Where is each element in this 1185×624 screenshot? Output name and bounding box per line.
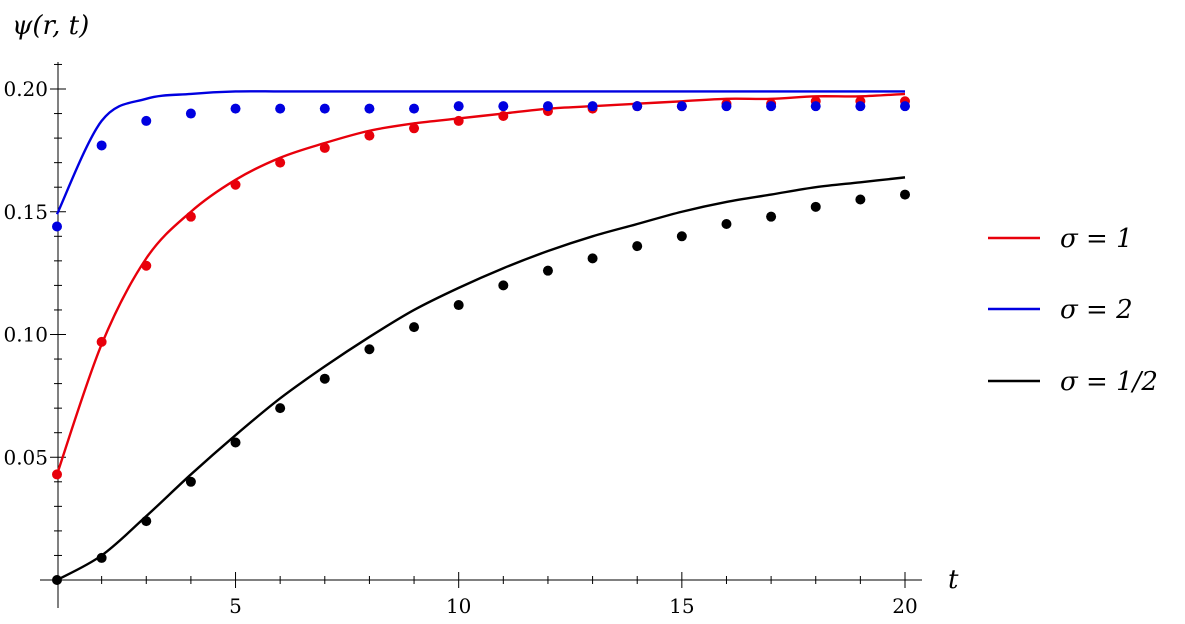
x-tick-label: 20	[892, 594, 917, 618]
x-tick-label: 5	[229, 594, 242, 618]
series-point-1	[141, 260, 152, 271]
series-point-3	[230, 437, 241, 448]
axes: 5 10 15 20 0.05 0.10 0.15 0.20 t ψ(r, t)	[3, 11, 959, 618]
series-point-3	[810, 201, 821, 212]
series-line-2	[55, 90, 905, 215]
series-point-2	[766, 101, 777, 112]
series-point-3	[855, 194, 866, 205]
y-tick-label: 0.15	[3, 200, 48, 224]
y-axis-title: ψ(r, t)	[12, 11, 89, 41]
series-point-2	[409, 103, 420, 114]
series-point-3	[632, 241, 643, 252]
series-point-1	[185, 211, 196, 222]
series-point-2	[230, 103, 241, 114]
series-point-1	[364, 130, 375, 141]
series-point-1	[319, 142, 330, 153]
series-point-3	[587, 253, 598, 264]
series-layer	[52, 90, 910, 585]
y-tick-label: 0.05	[3, 445, 48, 469]
series-point-2	[275, 103, 286, 114]
series-point-3	[900, 189, 910, 200]
series-point-1	[96, 336, 107, 347]
series-point-2	[453, 101, 464, 112]
series-point-2	[542, 101, 553, 112]
series-point-3	[185, 476, 196, 487]
series-point-3	[319, 373, 330, 384]
series-point-2	[900, 101, 910, 112]
series-point-3	[542, 265, 553, 276]
series-point-2	[632, 101, 643, 112]
series-point-3	[676, 231, 687, 242]
series-point-3	[141, 516, 152, 527]
x-tick-label: 10	[446, 594, 471, 618]
series-point-2	[810, 101, 821, 112]
legend: σ = 1 σ = 2 σ = 1/2	[988, 224, 1158, 397]
series-point-3	[721, 219, 732, 230]
series-point-1	[409, 123, 420, 134]
series-point-2	[319, 103, 330, 114]
series-point-3	[52, 575, 62, 585]
series-point-3	[275, 403, 286, 414]
series-point-2	[855, 101, 866, 112]
legend-label-2: σ = 2	[1060, 295, 1133, 325]
series-point-1	[52, 469, 62, 480]
series-point-2	[96, 140, 107, 151]
series-point-3	[766, 211, 777, 222]
series-point-2	[587, 101, 598, 112]
legend-label-1: σ = 1	[1060, 224, 1133, 254]
series-line-1	[55, 92, 906, 475]
y-tick-label: 0.10	[3, 323, 48, 347]
series-point-3	[96, 552, 107, 563]
series-point-1	[498, 111, 509, 122]
series-point-3	[498, 280, 509, 291]
x-axis-title: t	[948, 565, 959, 595]
series-point-3	[409, 322, 420, 333]
series-point-1	[275, 157, 286, 168]
series-point-1	[453, 115, 464, 126]
legend-label-3: σ = 1/2	[1060, 367, 1158, 397]
x-tick-label: 15	[669, 594, 694, 618]
y-tick-label: 0.20	[3, 77, 48, 101]
series-point-2	[141, 115, 152, 126]
series-line-3	[56, 176, 906, 582]
series-point-3	[453, 300, 464, 311]
series-point-2	[676, 101, 687, 112]
series-point-1	[230, 179, 241, 190]
series-point-2	[364, 103, 375, 114]
series-point-2	[185, 108, 196, 119]
series-point-3	[364, 344, 375, 355]
series-point-2	[52, 221, 62, 232]
series-point-2	[721, 101, 732, 112]
series-point-2	[498, 101, 509, 112]
